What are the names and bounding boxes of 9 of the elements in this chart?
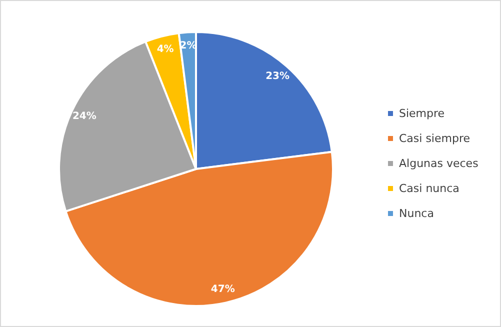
legend-label: Casi nunca	[399, 182, 460, 195]
legend-label: Nunca	[399, 207, 434, 220]
data-label: 4%	[156, 44, 174, 56]
data-label: 23%	[266, 71, 290, 82]
data-label: 24%	[72, 111, 96, 122]
legend-label: Casi siempre	[399, 132, 470, 145]
data-label: 47%	[210, 284, 235, 295]
legend-label: Algunas veces	[399, 157, 479, 170]
legend-label: Siempre	[399, 107, 445, 120]
